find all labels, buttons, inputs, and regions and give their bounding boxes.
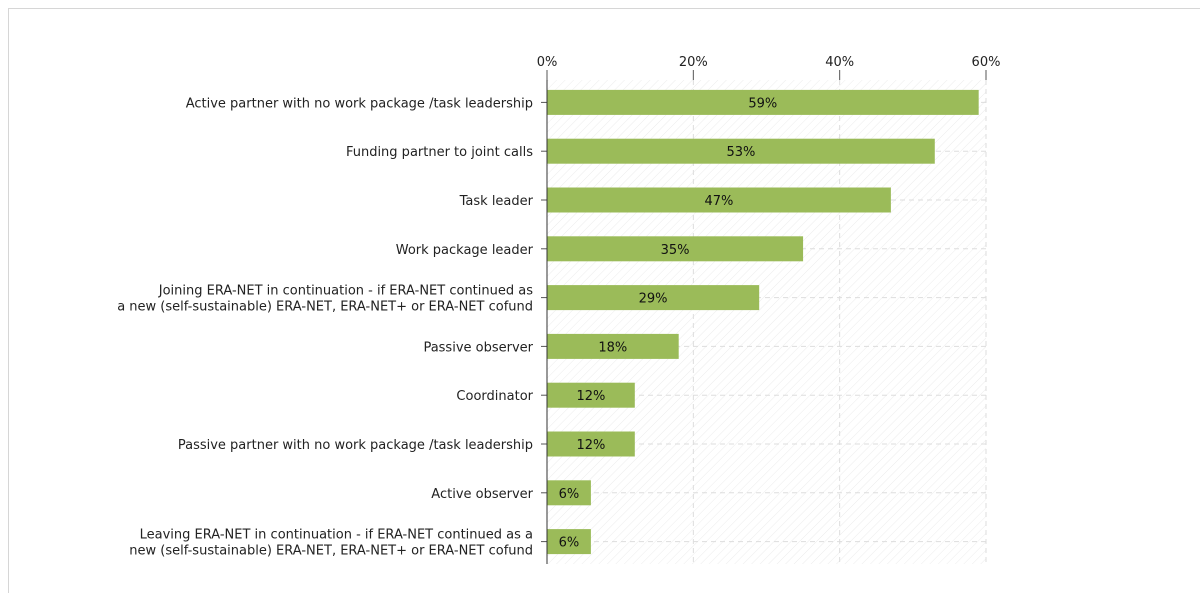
- category-label: Leaving ERA-NET in continuation - if ERA…: [140, 528, 533, 543]
- tick-label: 20%: [679, 55, 708, 70]
- category-label: new (self-sustainable) ERA-NET, ERA-NET+…: [129, 544, 533, 559]
- tick-label: 60%: [972, 55, 1001, 70]
- bar: [547, 236, 804, 262]
- bar-value-label: 53%: [726, 145, 755, 160]
- category-label: Task leader: [459, 194, 534, 209]
- bar: [547, 529, 591, 555]
- tick-label: 40%: [825, 55, 854, 70]
- bar: [547, 89, 979, 115]
- bar-value-label: 35%: [661, 243, 690, 258]
- category-label: Joining ERA-NET in continuation - if ERA…: [158, 284, 533, 299]
- bars: 59% 53% 47% 35% 29% 18% 12% 12% 6% 6%: [547, 89, 979, 555]
- category-label: Active partner with no work package /tas…: [186, 96, 533, 111]
- category-label: Active observer: [431, 487, 533, 502]
- bar: [547, 333, 679, 359]
- bar-value-label: 6%: [559, 536, 580, 551]
- category-label: Passive partner with no work package /ta…: [178, 438, 533, 453]
- category-label: Passive observer: [423, 340, 533, 355]
- bar-value-label: 47%: [704, 194, 733, 209]
- category-label: Work package leader: [396, 243, 534, 258]
- bar: [547, 285, 760, 311]
- bar-value-label: 12%: [576, 389, 605, 404]
- chart-frame: [8, 8, 1200, 593]
- bar: [547, 431, 635, 457]
- bar-value-label: 12%: [576, 438, 605, 453]
- x-axis-ticks: 0% 20% 40% 60%: [537, 55, 1001, 80]
- bar: [547, 382, 635, 408]
- tick-label: 0%: [537, 55, 558, 70]
- bar-value-label: 59%: [748, 96, 777, 111]
- bar: [547, 187, 891, 213]
- category-label: a new (self-sustainable) ERA-NET, ERA-NE…: [117, 300, 533, 315]
- category-label: Funding partner to joint calls: [346, 145, 533, 160]
- bar-value-label: 29%: [639, 292, 668, 307]
- bar-value-label: 6%: [559, 487, 580, 502]
- category-label: Coordinator: [456, 389, 533, 404]
- bar: [547, 480, 591, 506]
- category-labels: Active partner with no work package /tas…: [117, 96, 547, 559]
- bar-value-label: 18%: [598, 340, 627, 355]
- bar: [547, 138, 935, 164]
